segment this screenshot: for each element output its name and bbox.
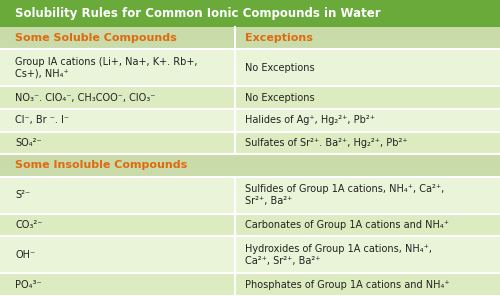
FancyBboxPatch shape [0, 49, 500, 86]
Text: Sulfates of Sr²⁺. Ba²⁺, Hg₂²⁺, Pb²⁺: Sulfates of Sr²⁺. Ba²⁺, Hg₂²⁺, Pb²⁺ [245, 138, 408, 148]
Text: Some Insoluble Compounds: Some Insoluble Compounds [15, 160, 187, 170]
Text: PO₄³⁻: PO₄³⁻ [15, 280, 42, 290]
Text: Sulfides of Group 1A cations, NH₄⁺, Ca²⁺,
Sr²⁺, Ba²⁺: Sulfides of Group 1A cations, NH₄⁺, Ca²⁺… [245, 184, 444, 206]
FancyBboxPatch shape [0, 131, 500, 154]
Text: CO₃²⁻: CO₃²⁻ [15, 220, 42, 230]
Text: S²⁻: S²⁻ [15, 190, 30, 200]
FancyBboxPatch shape [0, 237, 500, 274]
Text: Exceptions: Exceptions [245, 33, 313, 43]
FancyBboxPatch shape [0, 109, 500, 131]
Text: Group IA cations (Li+, Na+, K+. Rb+,
Cs+), NH₄⁺: Group IA cations (Li+, Na+, K+. Rb+, Cs+… [15, 57, 198, 79]
Text: Cl⁻, Br ⁻. I⁻: Cl⁻, Br ⁻. I⁻ [15, 115, 69, 125]
Text: NO₃⁻. ClO₄⁻, CH₃COO⁻, ClO₃⁻: NO₃⁻. ClO₄⁻, CH₃COO⁻, ClO₃⁻ [15, 93, 156, 103]
Text: Some Soluble Compounds: Some Soluble Compounds [15, 33, 177, 43]
FancyBboxPatch shape [0, 86, 500, 109]
Text: Carbonates of Group 1A cations and NH₄⁺: Carbonates of Group 1A cations and NH₄⁺ [245, 220, 449, 230]
Text: Halides of Ag⁺, Hg₂²⁺, Pb²⁺: Halides of Ag⁺, Hg₂²⁺, Pb²⁺ [245, 115, 375, 125]
FancyBboxPatch shape [0, 27, 500, 49]
FancyBboxPatch shape [0, 0, 500, 27]
FancyBboxPatch shape [0, 177, 500, 214]
Text: No Exceptions: No Exceptions [245, 63, 314, 73]
FancyBboxPatch shape [0, 154, 500, 177]
Text: OH⁻: OH⁻ [15, 250, 35, 260]
Text: Solubility Rules for Common Ionic Compounds in Water: Solubility Rules for Common Ionic Compou… [15, 7, 380, 20]
Text: SO₄²⁻: SO₄²⁻ [15, 138, 42, 148]
FancyBboxPatch shape [0, 274, 500, 296]
Text: No Exceptions: No Exceptions [245, 93, 314, 103]
Text: Hydroxides of Group 1A cations, NH₄⁺,
Ca²⁺, Sr²⁺, Ba²⁺: Hydroxides of Group 1A cations, NH₄⁺, Ca… [245, 244, 432, 266]
Text: Phosphates of Group 1A cations and NH₄⁺: Phosphates of Group 1A cations and NH₄⁺ [245, 280, 450, 290]
FancyBboxPatch shape [0, 214, 500, 237]
